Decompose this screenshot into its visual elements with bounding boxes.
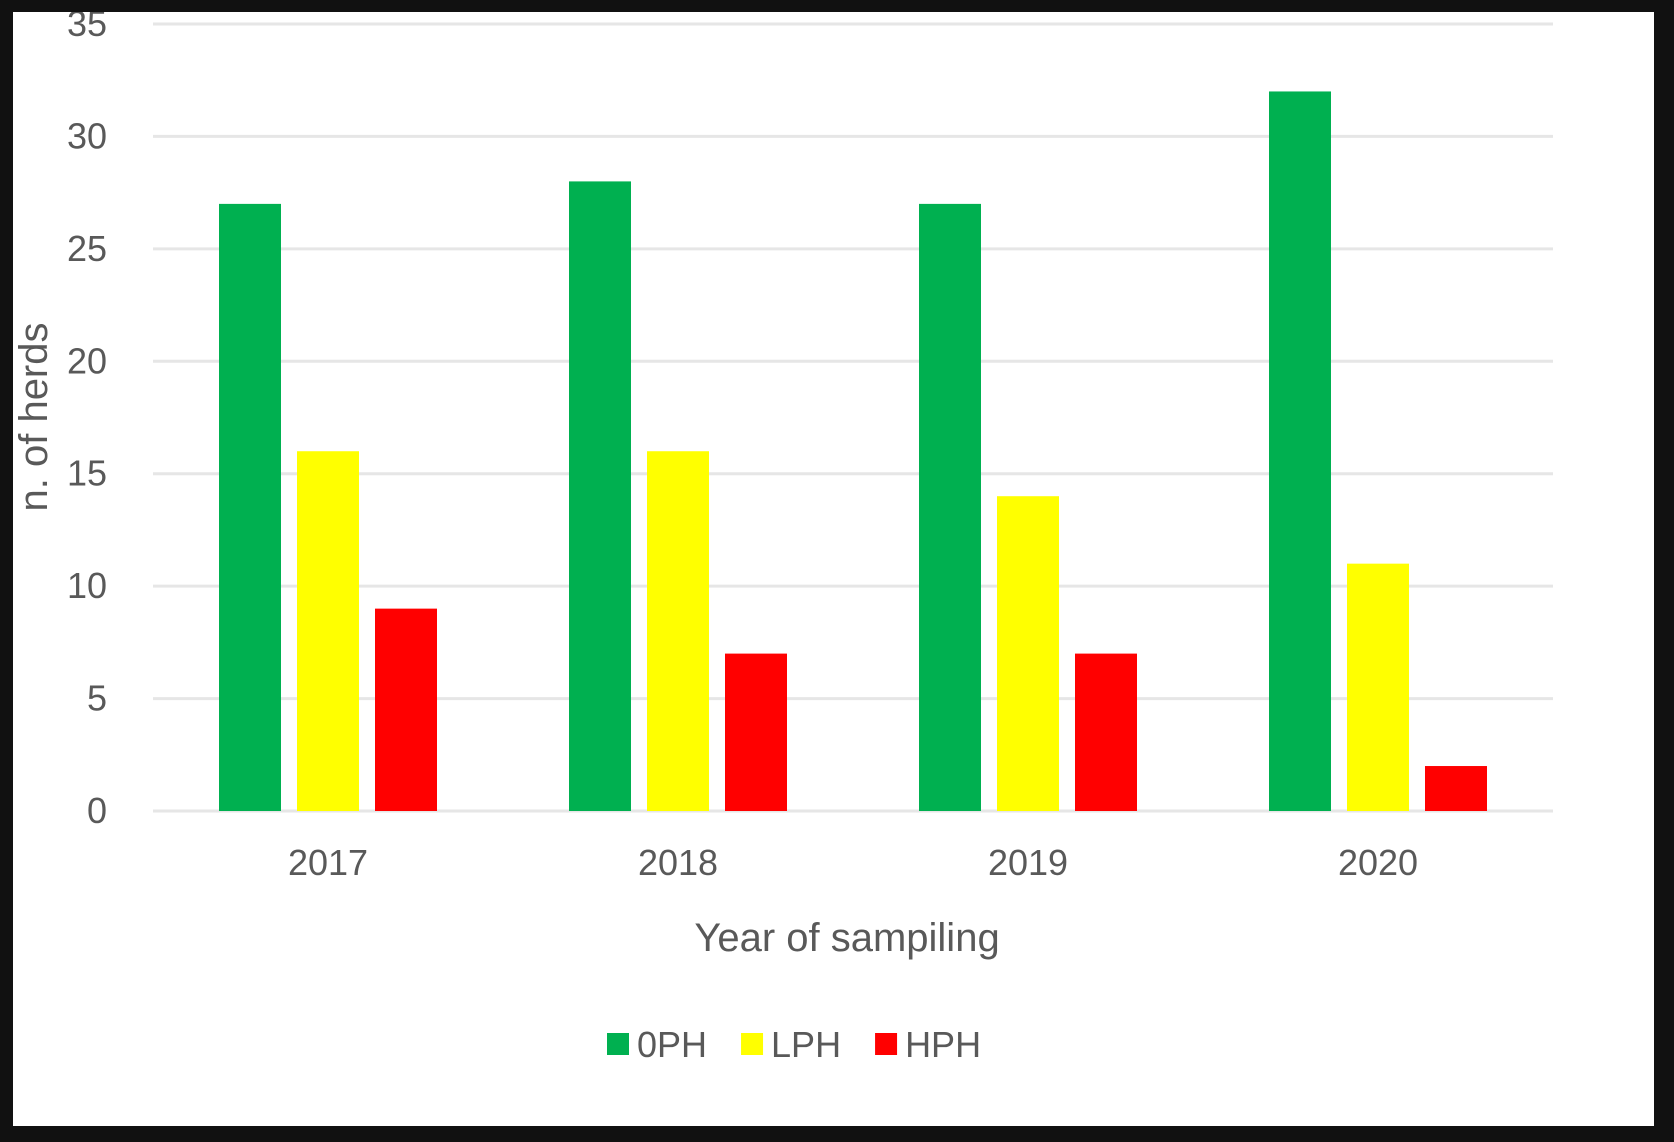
bar-hph-2017 bbox=[375, 608, 437, 811]
y-tick-label: 35 bbox=[67, 12, 107, 44]
bar-0ph-2017 bbox=[219, 203, 281, 811]
y-tick-label: 5 bbox=[87, 678, 107, 719]
bar-lph-2019 bbox=[997, 496, 1059, 811]
legend-swatch-lph bbox=[741, 1033, 764, 1055]
x-axis-title: Year of sampiling bbox=[694, 916, 999, 960]
bar-0ph-2018 bbox=[569, 181, 631, 811]
legend-swatch-hph bbox=[875, 1033, 898, 1055]
x-tick-label: 2019 bbox=[988, 842, 1068, 883]
legend: 0PH LPH HPH bbox=[607, 1024, 981, 1065]
bar-0ph-2019 bbox=[919, 203, 981, 811]
bar-lph-2020 bbox=[1347, 563, 1409, 811]
y-axis-title: n. of herds bbox=[13, 322, 56, 511]
bar-hph-2020 bbox=[1425, 766, 1487, 811]
gridlines bbox=[153, 22, 1553, 813]
x-tick-label: 2018 bbox=[638, 842, 718, 883]
bar-lph-2017 bbox=[297, 451, 359, 811]
y-axis-ticks: 0 5 10 15 20 25 30 35 bbox=[67, 12, 107, 831]
bar-0ph-2020 bbox=[1269, 91, 1331, 811]
bar-chart: 0 5 10 15 20 25 30 35 2017 2018 2019 2020 n. of he… bbox=[13, 12, 1553, 1065]
bar-hph-2018 bbox=[725, 653, 787, 811]
bar-lph-2018 bbox=[647, 451, 709, 811]
y-tick-label: 30 bbox=[67, 115, 107, 156]
legend-swatch-0ph bbox=[607, 1033, 629, 1055]
legend-label: HPH bbox=[905, 1024, 981, 1065]
bar-hph-2019 bbox=[1075, 653, 1137, 811]
y-tick-label: 25 bbox=[67, 228, 107, 269]
x-axis-ticks: 2017 2018 2019 2020 bbox=[288, 842, 1418, 883]
x-tick-label: 2017 bbox=[288, 842, 368, 883]
y-tick-label: 10 bbox=[67, 565, 107, 606]
y-tick-label: 0 bbox=[87, 790, 107, 831]
y-tick-label: 20 bbox=[67, 340, 107, 381]
x-tick-label: 2020 bbox=[1338, 842, 1418, 883]
legend-label: 0PH bbox=[637, 1024, 707, 1065]
chart-panel: 0 5 10 15 20 25 30 35 2017 2018 2019 2020 n. of he… bbox=[13, 12, 1654, 1126]
bars bbox=[219, 91, 1487, 811]
y-tick-label: 15 bbox=[67, 453, 107, 494]
legend-label: LPH bbox=[771, 1024, 841, 1065]
